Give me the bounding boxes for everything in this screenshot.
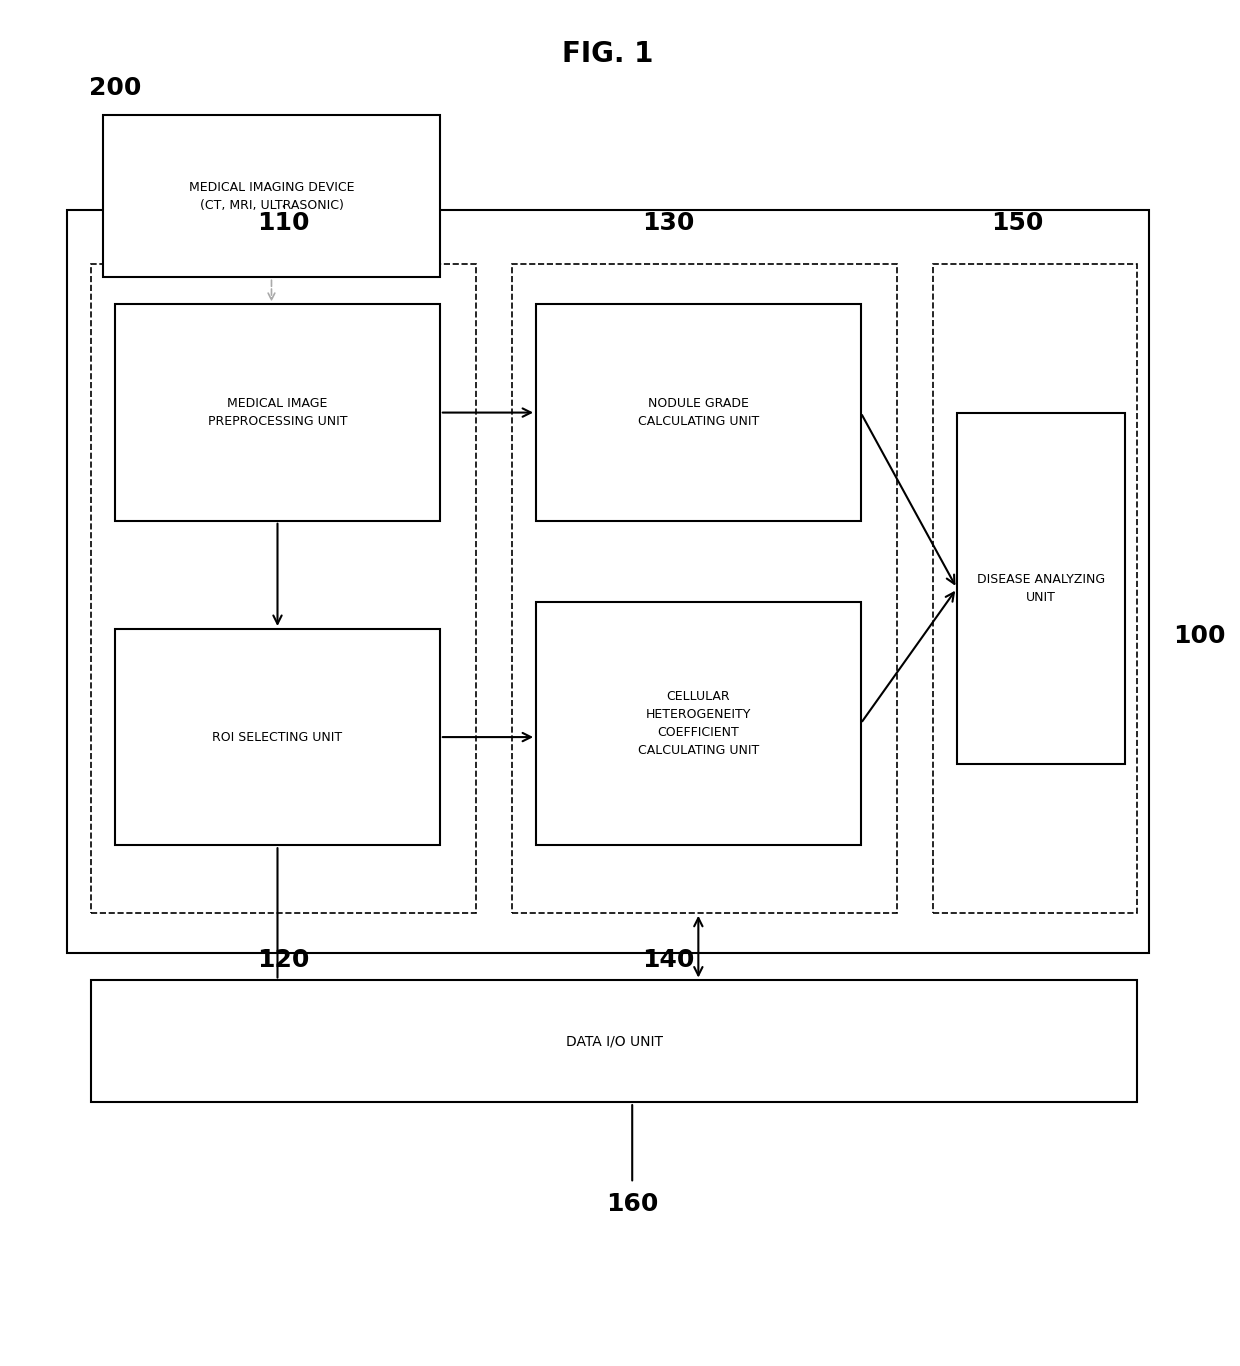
FancyBboxPatch shape xyxy=(91,981,1137,1102)
Text: 130: 130 xyxy=(642,212,694,235)
Text: 120: 120 xyxy=(258,948,310,973)
Text: DISEASE ANALYZING
UNIT: DISEASE ANALYZING UNIT xyxy=(977,572,1105,604)
Text: 140: 140 xyxy=(642,948,694,973)
FancyBboxPatch shape xyxy=(115,628,440,846)
Text: 110: 110 xyxy=(257,212,310,235)
Text: MEDICAL IMAGING DEVICE
(CT, MRI, ULTRASONIC): MEDICAL IMAGING DEVICE (CT, MRI, ULTRASO… xyxy=(188,180,355,212)
FancyBboxPatch shape xyxy=(957,413,1125,764)
Text: FIG. 1: FIG. 1 xyxy=(563,40,653,68)
FancyBboxPatch shape xyxy=(103,115,440,277)
FancyBboxPatch shape xyxy=(115,305,440,520)
FancyBboxPatch shape xyxy=(91,264,476,912)
Text: ROI SELECTING UNIT: ROI SELECTING UNIT xyxy=(212,731,342,743)
Text: 200: 200 xyxy=(89,76,141,100)
FancyBboxPatch shape xyxy=(512,264,897,912)
Text: 150: 150 xyxy=(991,212,1043,235)
Text: 100: 100 xyxy=(1173,624,1226,647)
FancyBboxPatch shape xyxy=(536,602,861,846)
Text: NODULE GRADE
CALCULATING UNIT: NODULE GRADE CALCULATING UNIT xyxy=(637,398,759,428)
FancyBboxPatch shape xyxy=(67,210,1149,953)
Text: 160: 160 xyxy=(606,1191,658,1216)
Text: MEDICAL IMAGE
PREPROCESSING UNIT: MEDICAL IMAGE PREPROCESSING UNIT xyxy=(208,398,347,428)
Text: DATA I/O UNIT: DATA I/O UNIT xyxy=(565,1034,662,1048)
Text: CELLULAR
HETEROGENEITY
COEFFICIENT
CALCULATING UNIT: CELLULAR HETEROGENEITY COEFFICIENT CALCU… xyxy=(637,690,759,757)
FancyBboxPatch shape xyxy=(932,264,1137,912)
FancyBboxPatch shape xyxy=(536,305,861,520)
